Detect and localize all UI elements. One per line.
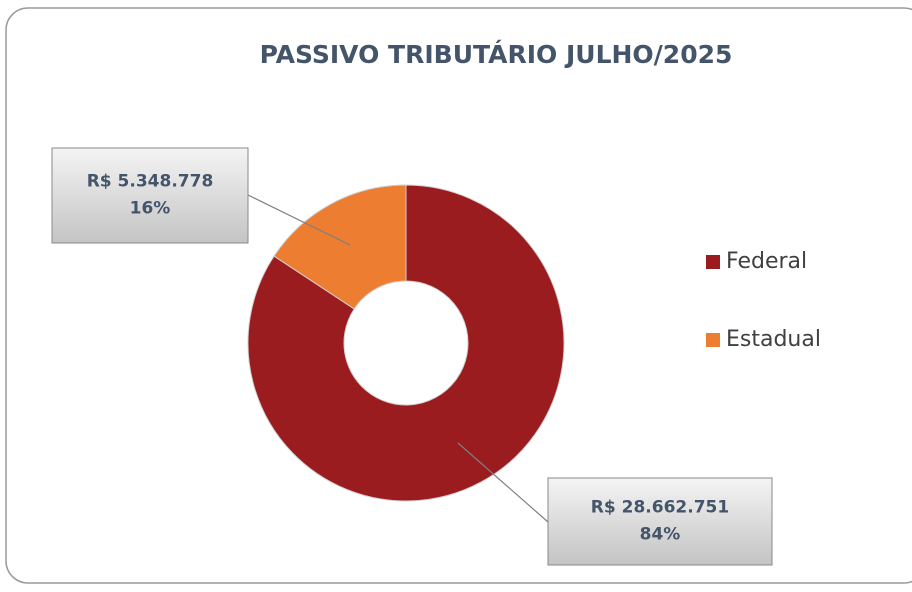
legend-swatch: [706, 255, 720, 269]
donut-slice: [273, 184, 407, 310]
data-label-percent: 16%: [130, 199, 171, 219]
donut-slice: [247, 184, 565, 502]
chart-title: PASSIVO TRIBUTÁRIO JULHO/2025: [260, 40, 733, 69]
data-label-box: [51, 147, 249, 244]
data-label-value: R$ 28.662.751: [591, 498, 729, 518]
leader-line: [457, 442, 549, 523]
leader-line: [247, 194, 351, 246]
legend-label: Estadual: [726, 327, 821, 352]
data-label-box: [547, 477, 773, 566]
data-label-percent: 84%: [640, 525, 681, 545]
legend-label: Federal: [726, 249, 807, 274]
legend-swatch: [706, 333, 720, 347]
data-label-value: R$ 5.348.778: [87, 172, 214, 192]
